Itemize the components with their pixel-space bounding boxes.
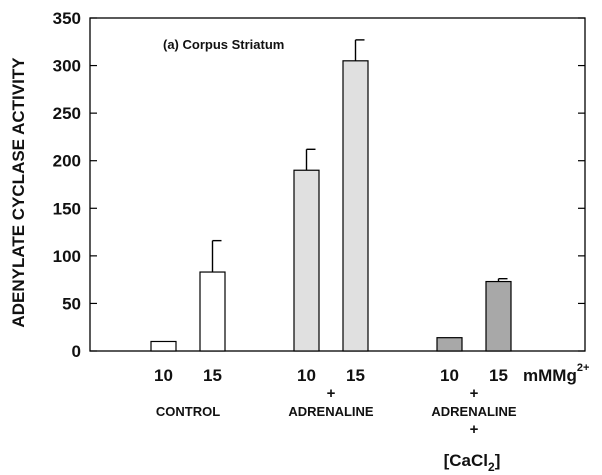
bar xyxy=(485,280,512,352)
y-tick-label: 300 xyxy=(53,57,81,76)
bar xyxy=(199,271,226,352)
x-category-label: 10 xyxy=(440,366,459,385)
x-category-label: 15 xyxy=(203,366,222,385)
y-axis-label: ADENYLATE CYCLASE ACTIVITY xyxy=(9,57,28,328)
x-category-labels: 10 15 10 15 10 15 xyxy=(154,366,508,385)
group-label: CONTROL xyxy=(156,404,220,419)
group-label-plus: + xyxy=(470,421,479,438)
x-unit-label: mMMg2+ xyxy=(523,362,589,385)
group-label: ADRENALINE xyxy=(288,404,374,419)
panel-annotation: (a) Corpus Striatum xyxy=(163,37,284,52)
y-tick-label: 150 xyxy=(53,199,81,218)
y-tick-label: 100 xyxy=(53,247,81,266)
y-axis-ticks: 0 50 100 150 200 250 300 350 xyxy=(53,9,585,361)
x-category-label: 15 xyxy=(346,366,365,385)
group-label: ADRENALINE xyxy=(431,404,517,419)
y-tick-label: 200 xyxy=(53,152,81,171)
y-tick-label: 250 xyxy=(53,104,81,123)
y-tick-label: 50 xyxy=(62,294,81,313)
group-label-plus: + xyxy=(327,385,336,402)
group-labels: CONTROL + ADRENALINE + ADRENALINE + [CaCl2] xyxy=(156,385,517,474)
bar xyxy=(293,169,320,352)
y-axis-label-group: ADENYLATE CYCLASE ACTIVITY xyxy=(9,57,28,328)
x-category-label: 15 xyxy=(489,366,508,385)
bar xyxy=(150,340,177,352)
y-tick-label: 0 xyxy=(72,342,81,361)
bars xyxy=(150,39,512,352)
group-label-cacl2: [CaCl2] xyxy=(444,451,501,474)
plot-frame xyxy=(89,17,586,352)
x-category-label: 10 xyxy=(297,366,316,385)
group-label-plus: + xyxy=(470,385,479,402)
x-category-label: 10 xyxy=(154,366,173,385)
y-tick-label: 350 xyxy=(53,9,81,28)
bar xyxy=(342,60,369,352)
bar xyxy=(436,337,463,352)
